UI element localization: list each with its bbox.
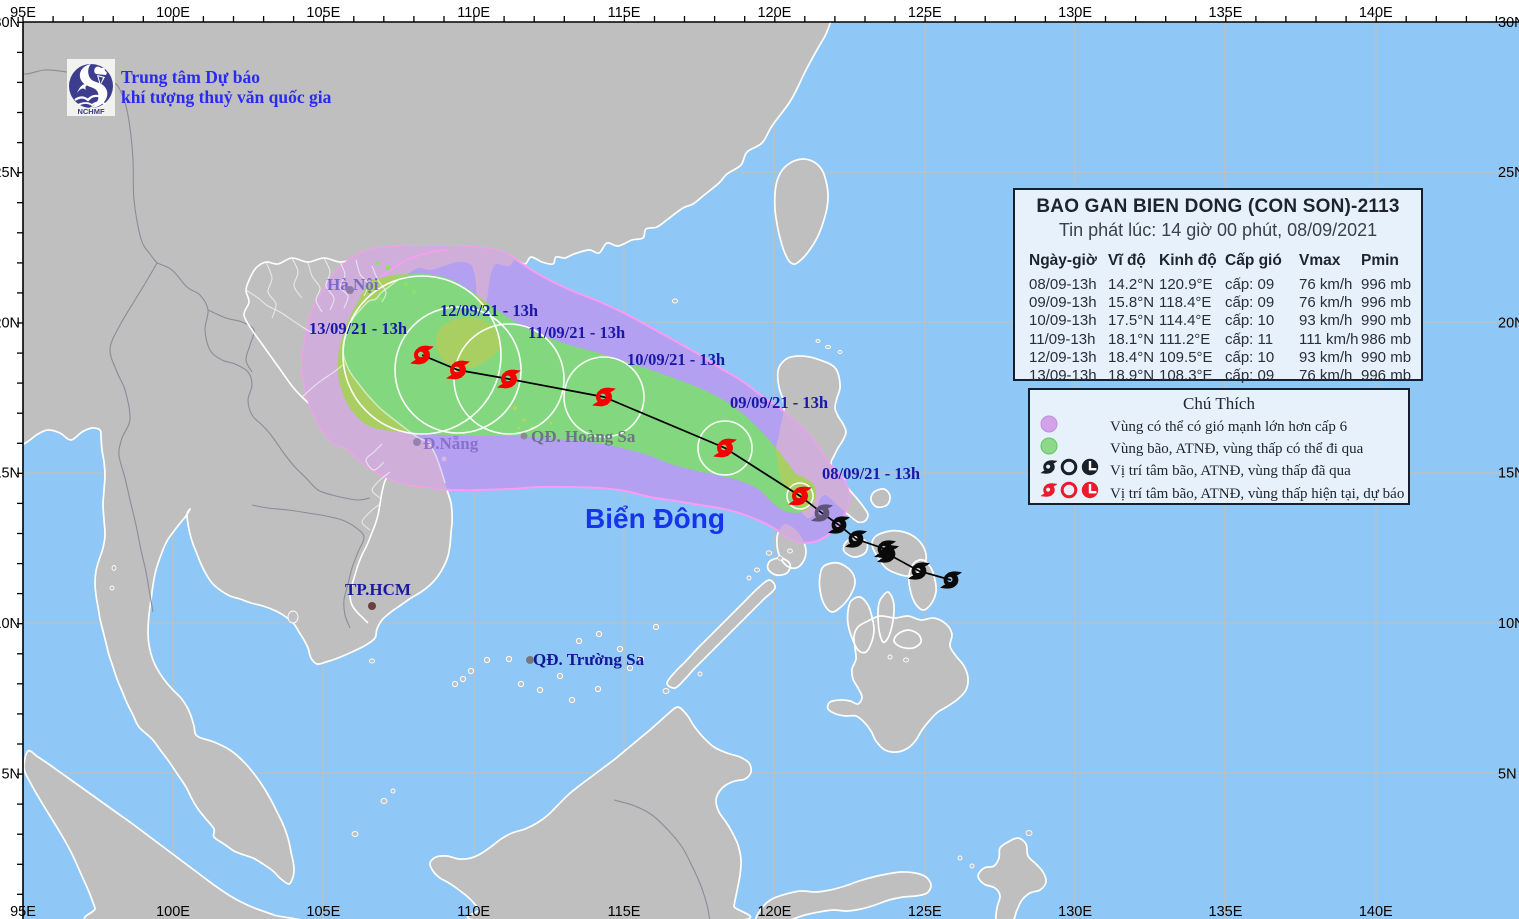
svg-text:25N: 25N [1498, 165, 1519, 181]
svg-text:135E: 135E [1209, 904, 1243, 919]
svg-text:115E: 115E [608, 904, 641, 919]
svg-text:15N: 15N [1498, 466, 1519, 482]
svg-text:Trung tâm Dự báo: Trung tâm Dự báo [121, 67, 260, 87]
svg-text:NCHMF: NCHMF [77, 107, 104, 116]
svg-text:11/09/21 - 13h: 11/09/21 - 13h [528, 323, 625, 342]
svg-text:QĐ. Hoàng Sa: QĐ. Hoàng Sa [531, 427, 636, 446]
svg-text:135E: 135E [1209, 5, 1243, 21]
svg-text:110E: 110E [457, 5, 490, 21]
svg-text:115E: 115E [608, 5, 641, 21]
svg-text:130E: 130E [1058, 904, 1092, 919]
svg-text:25N: 25N [0, 165, 20, 181]
svg-text:95E: 95E [10, 904, 36, 919]
svg-text:100E: 100E [156, 904, 190, 919]
svg-text:130E: 130E [1058, 5, 1092, 21]
svg-text:100E: 100E [156, 5, 190, 21]
svg-text:TP.HCM: TP.HCM [345, 580, 411, 599]
svg-text:Hà Nội: Hà Nội [327, 275, 379, 294]
svg-text:110E: 110E [457, 904, 490, 919]
svg-text:10/09/21 - 13h: 10/09/21 - 13h [627, 350, 725, 369]
svg-text:120E: 120E [757, 5, 791, 21]
svg-text:105E: 105E [306, 904, 340, 919]
svg-text:20N: 20N [1498, 315, 1519, 331]
svg-text:QĐ. Trường Sa: QĐ. Trường Sa [533, 650, 645, 669]
svg-text:15N: 15N [0, 466, 20, 482]
svg-text:5N: 5N [1, 766, 20, 782]
svg-text:khí tượng thuỷ văn quốc gia: khí tượng thuỷ văn quốc gia [121, 87, 332, 107]
svg-text:10N: 10N [0, 616, 20, 632]
svg-text:140E: 140E [1359, 5, 1393, 21]
svg-text:125E: 125E [908, 904, 942, 919]
svg-text:5N: 5N [1498, 766, 1517, 782]
svg-text:125E: 125E [908, 5, 942, 21]
svg-text:105E: 105E [306, 5, 340, 21]
svg-text:30N: 30N [1498, 15, 1519, 31]
svg-text:140E: 140E [1359, 904, 1393, 919]
svg-text:10N: 10N [1498, 616, 1519, 632]
svg-text:95E: 95E [10, 5, 36, 21]
svg-text:12/09/21 - 13h: 12/09/21 - 13h [440, 301, 538, 320]
svg-text:20N: 20N [0, 315, 20, 331]
svg-text:120E: 120E [757, 904, 791, 919]
svg-text:Đ.Nẵng: Đ.Nẵng [423, 434, 479, 453]
svg-text:Biển Đông: Biển Đông [585, 503, 725, 534]
svg-text:13/09/21 - 13h: 13/09/21 - 13h [309, 319, 407, 338]
svg-text:30N: 30N [0, 15, 20, 31]
svg-text:09/09/21 - 13h: 09/09/21 - 13h [730, 393, 828, 412]
svg-text:08/09/21 - 13h: 08/09/21 - 13h [822, 464, 920, 483]
